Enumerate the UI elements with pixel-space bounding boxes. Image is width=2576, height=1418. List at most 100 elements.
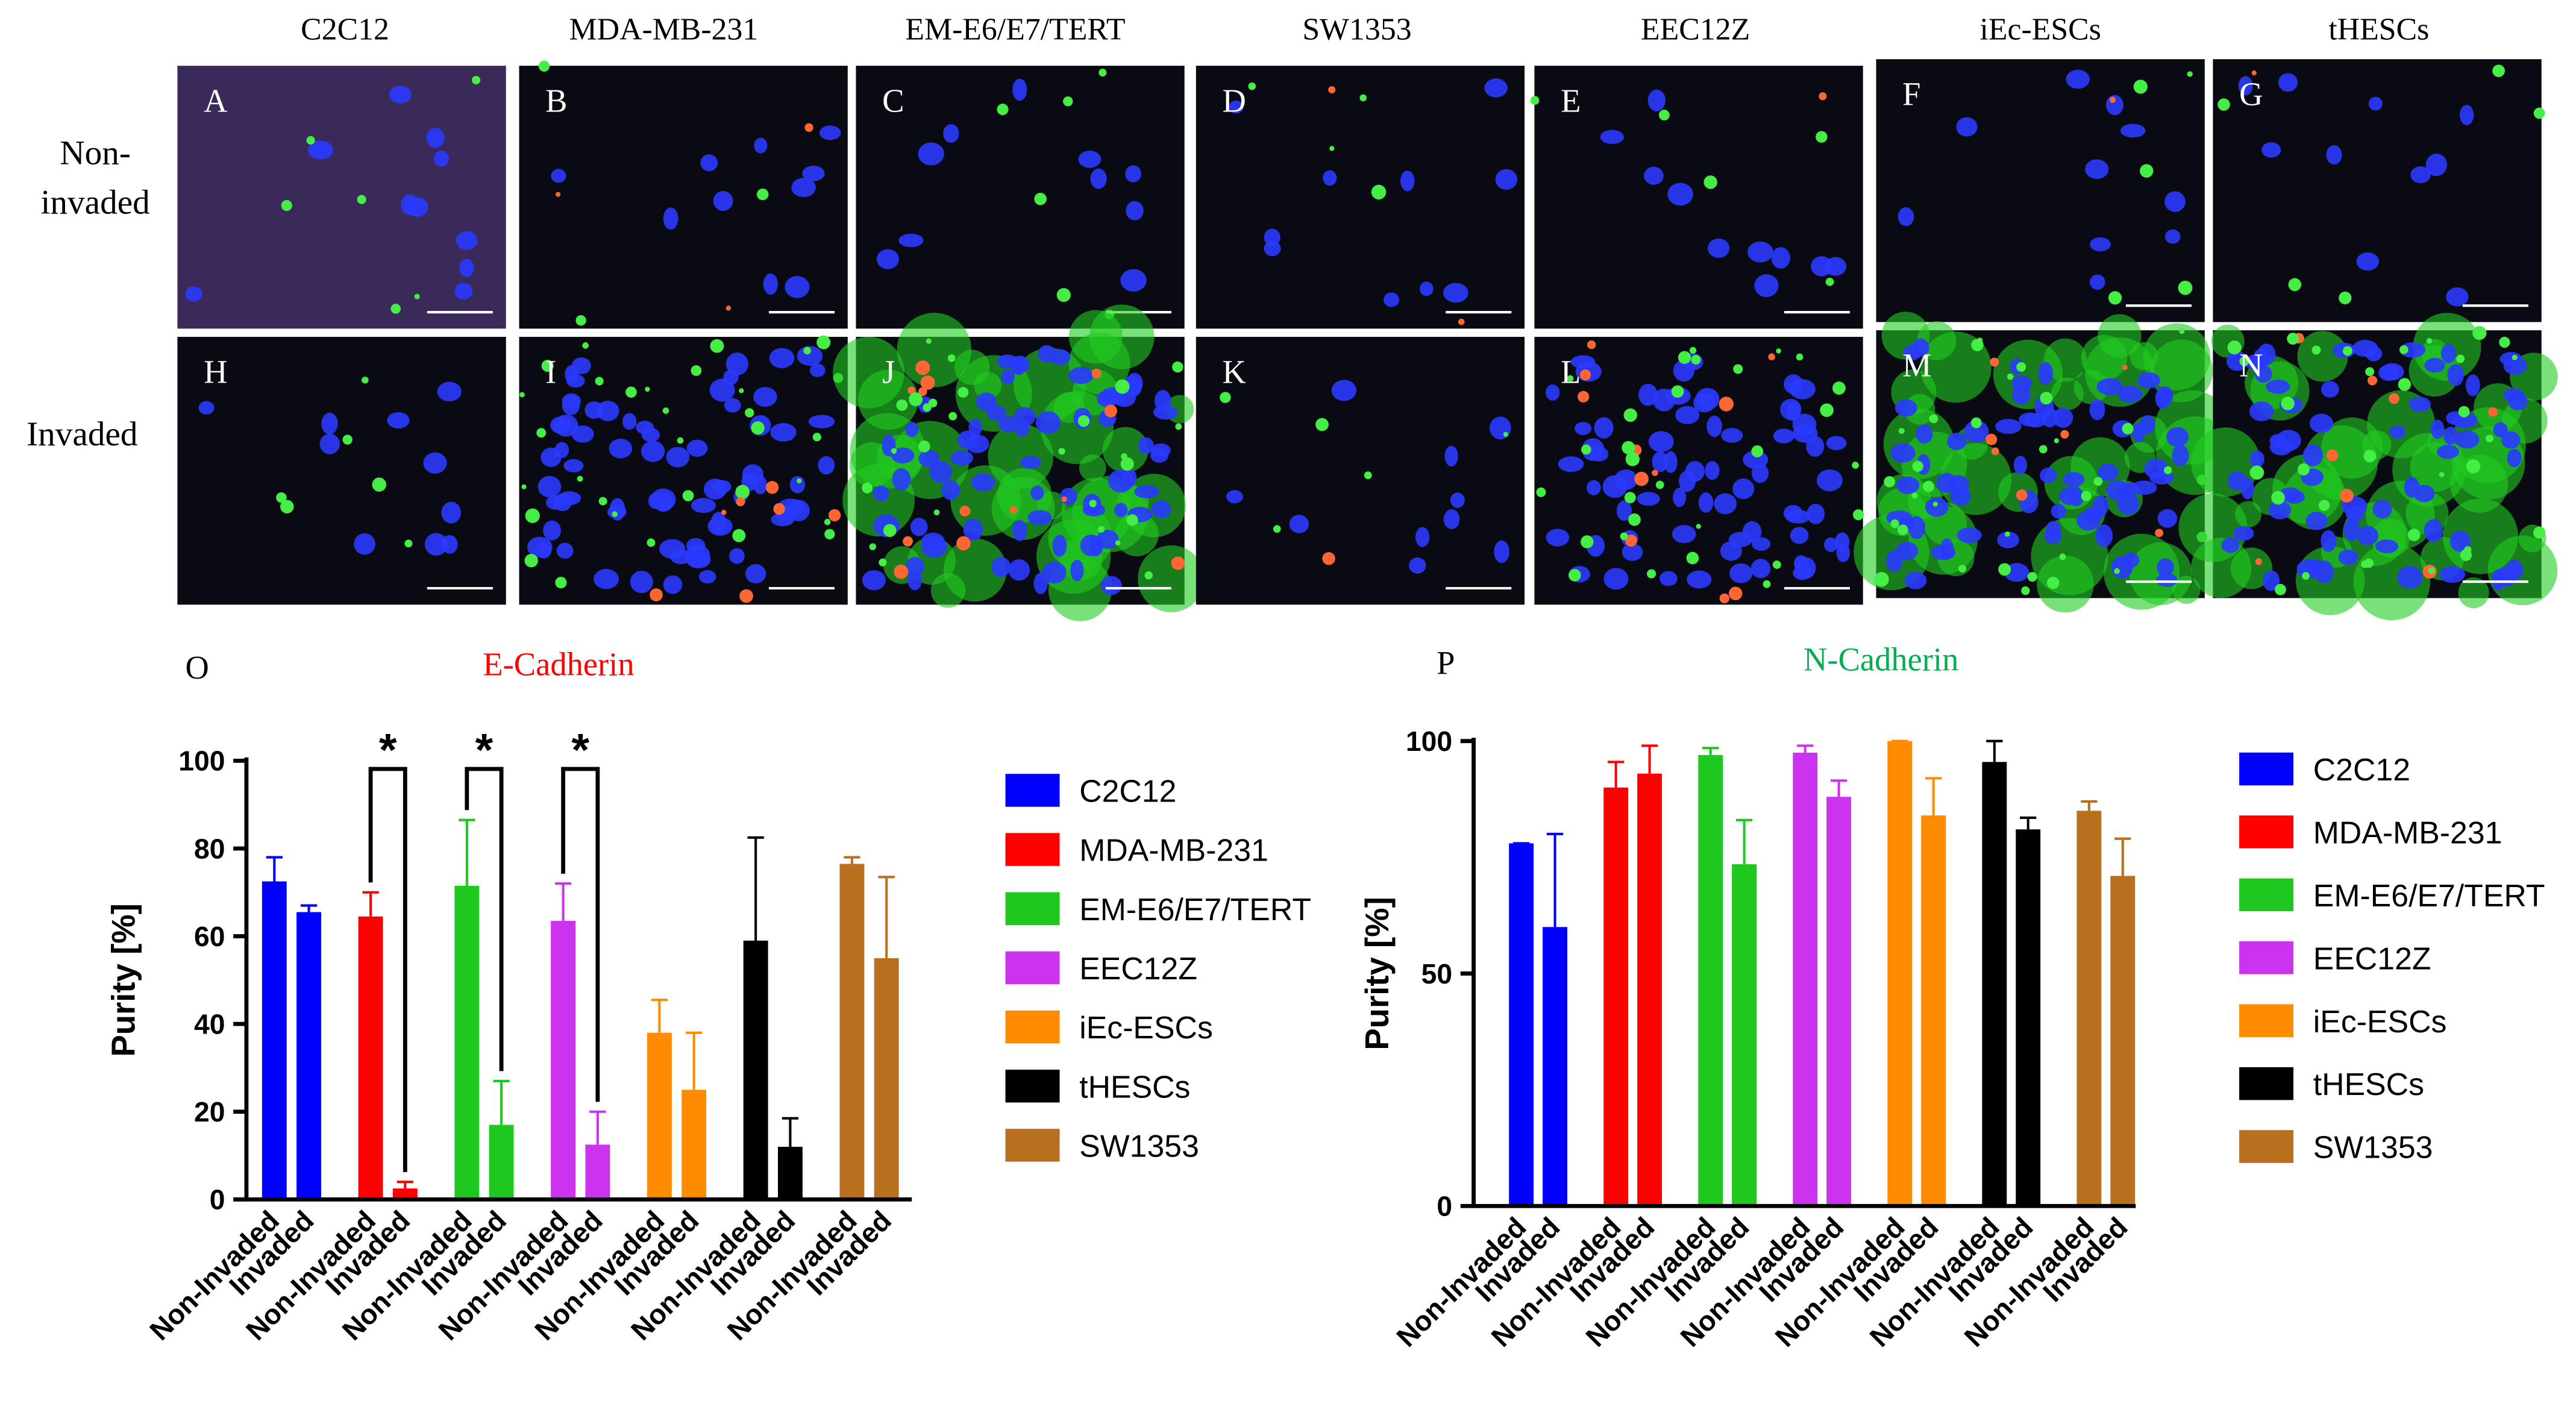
stain: [909, 392, 923, 407]
stain: [1530, 96, 1540, 105]
nucleus: [1997, 532, 2019, 548]
nucleus: [2040, 468, 2057, 483]
nucleus: [1001, 369, 1015, 384]
nucleus: [2507, 448, 2522, 468]
nucleus: [1264, 228, 1280, 246]
nucleus: [1125, 165, 1142, 183]
legend-label: MDA-MB-231: [1079, 833, 1268, 868]
nucleus: [387, 412, 410, 429]
nucleus: [2465, 374, 2480, 397]
nucleus: [2090, 274, 2105, 290]
stain: [879, 558, 887, 566]
legend-swatch: [1005, 1010, 1060, 1044]
stain: [521, 484, 527, 489]
nucleus: [2378, 365, 2399, 381]
error-bar: [1925, 777, 1942, 816]
nucleus: [785, 275, 810, 298]
y-tick-label: 0: [1437, 1191, 1452, 1222]
nucleus: [876, 249, 899, 269]
legend-swatch: [1005, 774, 1060, 807]
stain: [1273, 525, 1281, 533]
stain: [923, 403, 932, 412]
legend-label: tHESCs: [1079, 1069, 1190, 1104]
legend-swatch: [2239, 1004, 2294, 1037]
nucleus: [941, 480, 961, 500]
nucleus: [2372, 500, 2392, 519]
stain: [1102, 427, 1149, 473]
nucleus: [2284, 490, 2305, 504]
stain: [414, 293, 420, 300]
stain: [2342, 346, 2352, 356]
stain: [883, 524, 897, 538]
nucleus: [1100, 576, 1122, 595]
stain: [1248, 82, 1256, 90]
nucleus: [2226, 351, 2248, 371]
nucleus: [971, 473, 995, 492]
nucleus: [770, 423, 797, 442]
nucleus: [1546, 384, 1560, 401]
nucleus: [594, 569, 619, 589]
nucleus: [898, 233, 924, 248]
legend-label: C2C12: [2313, 752, 2410, 787]
nucleus: [2447, 364, 2465, 386]
legend-swatch: [2239, 815, 2294, 849]
stain: [2533, 107, 2545, 119]
column-label: C2C12: [301, 12, 389, 46]
y-tick-label: 20: [194, 1096, 225, 1128]
panel-label: P: [1437, 644, 1455, 681]
stain: [662, 407, 669, 414]
stain: [2178, 280, 2193, 295]
bar: [1887, 741, 1913, 1206]
nucleus: [1602, 475, 1628, 498]
stain: [2365, 367, 2375, 377]
legend-swatch: [1005, 1129, 1060, 1162]
error-bar: [782, 1117, 799, 1147]
stain: [725, 306, 732, 311]
stain: [1825, 277, 1834, 286]
nucleus: [527, 536, 553, 558]
stain: [1923, 480, 1934, 492]
nucleus: [686, 439, 708, 457]
nucleus: [2254, 365, 2272, 383]
nucleus: [2172, 444, 2189, 466]
nucleus: [1667, 183, 1694, 206]
nucleus: [2166, 427, 2189, 447]
nucleus: [1443, 283, 1468, 303]
nucleus: [1773, 428, 1794, 444]
bar: [1793, 752, 1818, 1206]
stain: [595, 377, 604, 386]
nucleus: [2439, 565, 2465, 583]
bar: [777, 1146, 803, 1200]
bar: [1982, 762, 2007, 1206]
stain: [1991, 447, 1999, 456]
panel-letter: D: [1222, 82, 1246, 119]
bar: [2016, 829, 2041, 1206]
stain: [1098, 68, 1107, 77]
nucleus: [892, 468, 911, 491]
nucleus: [2117, 385, 2143, 403]
nucleus: [2440, 344, 2456, 363]
error-bar: [266, 856, 283, 882]
nucleus: [2249, 450, 2264, 468]
nucleus: [1714, 493, 1737, 515]
legend-swatch: [1005, 1069, 1060, 1103]
nucleus: [763, 273, 778, 295]
nucleus: [998, 416, 1018, 433]
nucleus: [1925, 497, 1949, 517]
stain: [1658, 110, 1670, 121]
stain: [765, 481, 779, 494]
stain: [1985, 433, 1998, 445]
bar: [296, 912, 322, 1200]
stain: [2051, 377, 2084, 410]
panel-letter: C: [882, 82, 904, 119]
nucleus: [1816, 469, 1843, 492]
error-bar: [1702, 747, 1719, 755]
stain: [2230, 547, 2272, 589]
stain: [2271, 491, 2285, 505]
nucleus: [2233, 526, 2254, 541]
nucleus: [1114, 503, 1128, 518]
stain: [2368, 375, 2378, 386]
stain: [1056, 287, 1071, 303]
nucleus: [563, 459, 584, 472]
stain: [2492, 64, 2505, 77]
